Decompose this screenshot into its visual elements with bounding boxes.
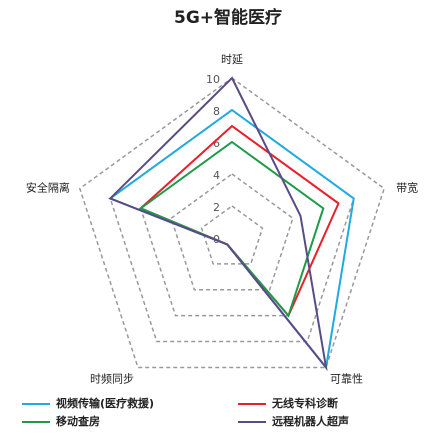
chart-title: 5G+智能医疗 — [174, 7, 282, 28]
r-tick-label: 6 — [213, 137, 220, 150]
series-line — [108, 76, 328, 372]
axis-label: 可靠性 — [330, 371, 363, 385]
series-line — [138, 140, 325, 318]
r-tick-label: 8 — [213, 105, 220, 118]
axis-label: 时延 — [221, 53, 243, 66]
axis-label: 时频同步 — [90, 371, 134, 385]
legend-label: 无线专科诊断 — [271, 396, 338, 410]
r-tick-label: 10 — [206, 73, 220, 86]
grid-line — [170, 173, 294, 291]
grid-line — [78, 77, 386, 369]
legend-label: 移动查房 — [56, 414, 100, 428]
axis-label: 带宽 — [396, 181, 418, 195]
grid-line — [200, 205, 264, 265]
axis-label: 安全隔离 — [26, 181, 70, 195]
series-line — [108, 108, 355, 370]
r-tick-label: 2 — [213, 201, 220, 214]
legend-label: 视频传输(医疗救援) — [56, 396, 154, 410]
r-tick-label: 4 — [213, 169, 220, 182]
legend-label: 远程机器人超声 — [272, 414, 349, 428]
